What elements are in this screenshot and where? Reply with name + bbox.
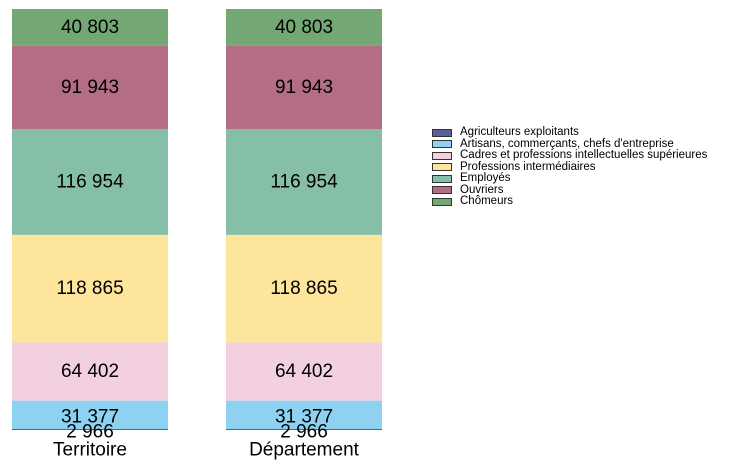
legend-label: Ouvriers bbox=[460, 183, 504, 196]
chart-legend: Agriculteurs exploitants Artisans, commer… bbox=[432, 126, 708, 208]
legend-item: Ouvriers bbox=[432, 183, 707, 197]
data-label: 31 377 bbox=[275, 406, 333, 427]
bar-segment bbox=[226, 45, 382, 130]
bar-segment bbox=[12, 400, 168, 429]
data-label: 31 377 bbox=[61, 406, 119, 427]
bar-segment bbox=[226, 400, 382, 429]
legend-swatch bbox=[432, 140, 452, 149]
legend-swatch bbox=[432, 128, 452, 137]
legend-label: Employés bbox=[460, 172, 511, 184]
data-label: 118 865 bbox=[56, 278, 123, 299]
bar-segment bbox=[12, 342, 168, 401]
data-label: 91 943 bbox=[275, 77, 333, 98]
data-label: 64 402 bbox=[61, 361, 119, 382]
data-label: 116 954 bbox=[56, 171, 124, 192]
legend-item: Cadres et professions intellectuelles su… bbox=[432, 149, 708, 162]
legend-swatch bbox=[432, 163, 452, 172]
legend-item: Professions intermédiaires bbox=[432, 160, 707, 174]
data-label: 91 943 bbox=[61, 77, 119, 98]
legend-label: Artisans, commerçants, chefs d'entrepris… bbox=[460, 137, 674, 150]
bar-segment bbox=[12, 45, 168, 130]
legend-swatch bbox=[432, 174, 452, 183]
legend-swatch bbox=[432, 151, 452, 160]
bar-segment bbox=[12, 234, 168, 343]
data-label: 64 402 bbox=[275, 361, 333, 382]
bar-segment bbox=[226, 234, 382, 343]
bar-segment bbox=[226, 342, 382, 401]
legend-item: Artisans, commerçants, chefs d'entrepris… bbox=[432, 137, 707, 151]
data-label: 118 865 bbox=[270, 278, 337, 299]
bar-segment bbox=[226, 129, 382, 235]
legend-swatch bbox=[432, 186, 452, 195]
category-label: Territoire bbox=[53, 440, 127, 461]
bar-segment bbox=[226, 9, 382, 46]
legend-label: Cadres et professions intellectuelles su… bbox=[460, 149, 708, 161]
legend-label: Agriculteurs exploitants bbox=[460, 126, 579, 138]
data-label: 116 954 bbox=[270, 171, 338, 192]
legend-item: Employés bbox=[432, 172, 707, 185]
legend-item: Chômeurs bbox=[432, 195, 707, 208]
bar-segment bbox=[12, 9, 168, 46]
data-label: 40 803 bbox=[61, 17, 119, 38]
legend-label: Professions intermédiaires bbox=[460, 160, 596, 173]
bar-segment bbox=[12, 129, 168, 235]
data-label: 40 803 bbox=[275, 17, 333, 38]
legend-item: Agriculteurs exploitants bbox=[432, 126, 707, 139]
legend-swatch bbox=[432, 197, 452, 206]
category-label: Département bbox=[249, 440, 360, 461]
data-label: 2 966 bbox=[280, 422, 328, 443]
data-label: 2 966 bbox=[66, 422, 114, 443]
legend-label: Chômeurs bbox=[460, 195, 514, 207]
